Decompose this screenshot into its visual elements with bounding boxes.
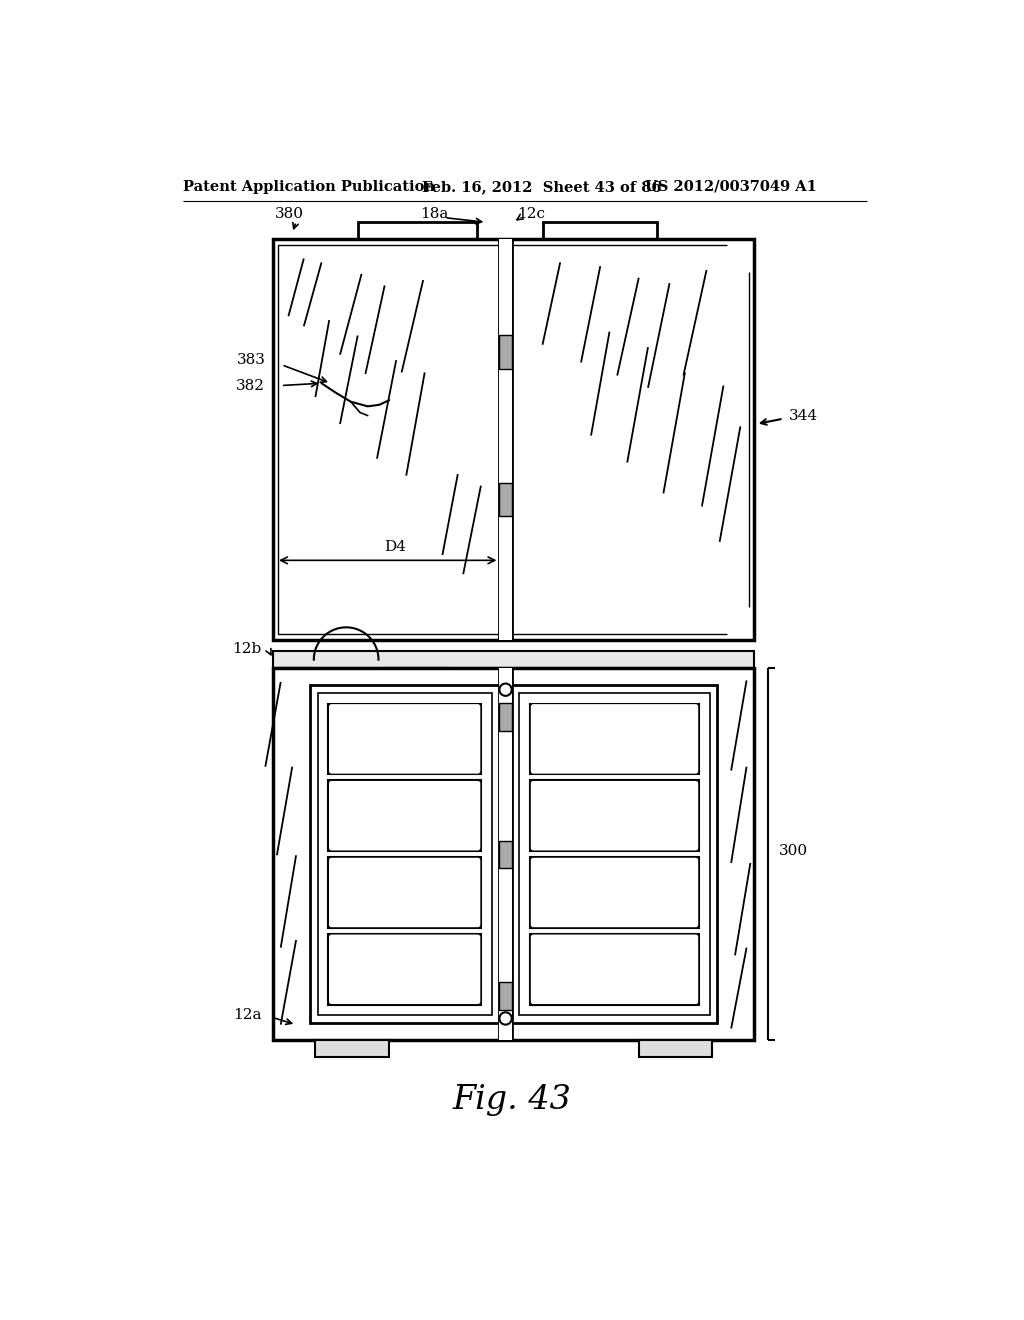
FancyBboxPatch shape [530,935,698,1005]
Text: Patent Application Publication: Patent Application Publication [183,180,435,194]
Text: 18a: 18a [421,207,449,220]
FancyBboxPatch shape [329,780,481,851]
Text: 12c: 12c [517,207,545,220]
Bar [500,841,512,869]
FancyBboxPatch shape [530,780,698,851]
Text: 12a: 12a [233,1007,261,1022]
Bar [317,693,492,1015]
Bar [273,651,755,668]
Bar [530,780,698,851]
Bar [329,935,481,1005]
Text: 12b: 12b [232,642,261,656]
Bar [329,857,481,928]
FancyBboxPatch shape [530,857,698,928]
Bar [500,335,512,368]
FancyBboxPatch shape [530,704,698,775]
Text: 382: 382 [237,379,265,392]
Text: 300: 300 [779,845,808,858]
Bar [310,685,500,1023]
Text: Feb. 16, 2012  Sheet 43 of 86: Feb. 16, 2012 Sheet 43 of 86 [422,180,662,194]
Bar [500,668,512,1040]
Bar [530,704,698,775]
Bar [500,239,512,640]
Text: Fig. 43: Fig. 43 [453,1084,571,1117]
Bar [329,780,481,851]
Bar [500,702,512,730]
FancyBboxPatch shape [329,857,481,928]
Bar [500,982,512,1010]
FancyBboxPatch shape [329,935,481,1005]
Text: 380: 380 [275,207,304,220]
Text: D4: D4 [384,540,407,554]
Text: 383: 383 [237,354,265,367]
FancyBboxPatch shape [329,704,481,775]
Bar [273,239,755,640]
Bar [315,1040,388,1057]
Bar [530,857,698,928]
Text: US 2012/0037049 A1: US 2012/0037049 A1 [645,180,817,194]
Bar [279,244,500,635]
Bar [519,693,710,1015]
Bar [329,704,481,775]
Bar [500,483,512,516]
Bar [273,668,755,1040]
Bar [357,222,477,239]
Text: 344: 344 [788,409,818,424]
Bar [544,222,657,239]
Bar [512,685,717,1023]
Bar [639,1040,712,1057]
Bar [530,935,698,1005]
